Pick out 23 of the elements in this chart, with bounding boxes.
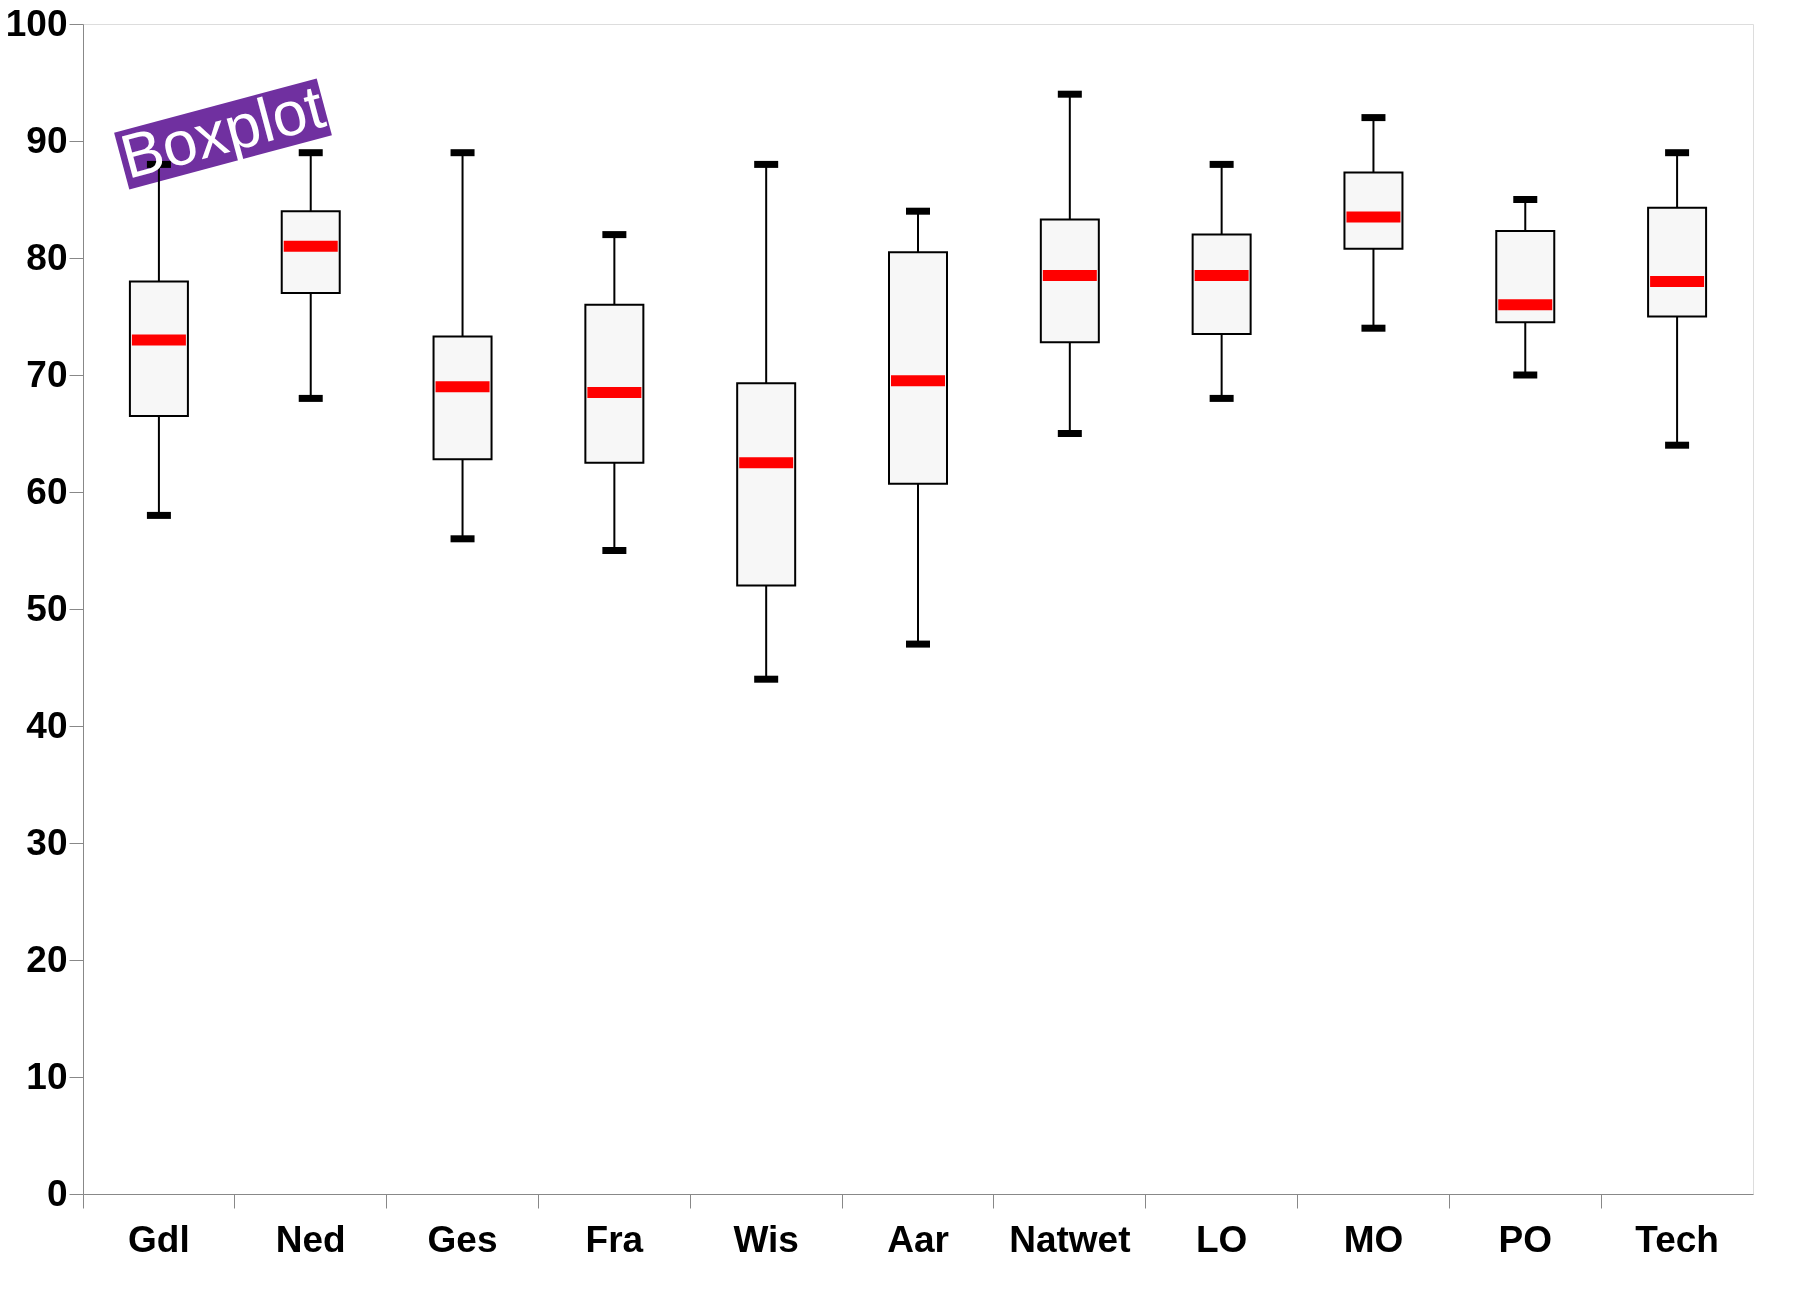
x-tick-label: MO (1343, 1218, 1404, 1260)
y-tick-label: 20 (26, 938, 68, 980)
annotation: Boxplot (113, 71, 332, 192)
y-tick-label: 10 (26, 1055, 68, 1097)
x-tick-label: PO (1498, 1218, 1553, 1260)
y-tick-label: 50 (26, 587, 68, 629)
y-tick-label: 80 (26, 236, 68, 278)
x-tick-label: Fra (585, 1218, 644, 1260)
x-tick-label: Natwet (1009, 1218, 1131, 1260)
x-tick-label: LO (1195, 1218, 1248, 1260)
x-tick-label: Ges (427, 1218, 498, 1260)
y-tick-label: 70 (26, 353, 68, 395)
x-tick-label: Wis (733, 1218, 799, 1260)
y-tick-label: 90 (26, 119, 68, 161)
x-tick-label: Gdl (128, 1218, 190, 1260)
y-tick-label: 40 (26, 704, 68, 746)
y-tick-label: 0 (46, 1172, 68, 1214)
x-tick-label: Tech (1635, 1218, 1719, 1260)
y-tick-label: 30 (26, 821, 68, 863)
x-tick-label: Aar (887, 1218, 949, 1260)
x-tick-label: Ned (275, 1218, 346, 1260)
y-tick-label: 100 (5, 2, 68, 44)
y-tick-label: 60 (26, 470, 68, 512)
